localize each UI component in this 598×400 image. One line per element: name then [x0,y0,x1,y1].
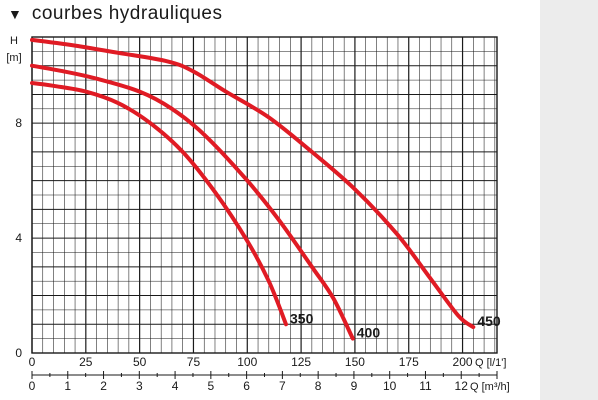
y-axis-title: H [10,35,18,47]
x-tick-label-lmin: 125 [291,355,311,369]
x-tick-label-lmin: 75 [187,355,201,369]
y-tick-label: 4 [15,231,22,245]
x-tick-label-lmin: 175 [399,355,419,369]
curve-label-350: 350 [290,310,314,326]
curve-label-400: 400 [357,325,381,341]
x-tick-label-lmin: 100 [237,355,257,369]
x-tick-label-lmin: 0 [29,355,36,369]
curve-450 [30,37,476,330]
x-tick-label-m3h: 12 [455,379,469,393]
x-tick-label-m3h: 3 [136,379,143,393]
curve-400 [30,63,355,341]
y-axis-unit: [m] [6,52,21,64]
x-tick-label-m3h: 10 [383,379,397,393]
x-axis-title-m3h: Q [m³/h] [470,381,510,393]
x-tick-label-m3h: 7 [279,379,286,393]
x-tick-label-m3h: 9 [351,379,358,393]
chart-title-text: courbes hydrauliques [31,3,223,24]
triangle-down-icon: ▼ [8,6,22,22]
x-tick-label-m3h: 5 [208,379,215,393]
x-tick-label-m3h: 2 [100,379,107,393]
x-tick-label-m3h: 6 [243,379,250,393]
x-tick-label-lmin: 25 [79,355,93,369]
y-tick-label: 0 [15,346,22,360]
x-tick-label-m3h: 0 [29,379,36,393]
curve-label-450: 450 [477,313,501,329]
x-tick-label-m3h: 1 [64,379,71,393]
x-tick-label-m3h: 4 [172,379,179,393]
y-tick-label: 8 [15,116,22,130]
x-tick-label-lmin: 150 [345,355,365,369]
x-axis-title-lmin: Q [l/1'] [475,357,506,369]
page-side-strip [540,0,598,400]
x-tick-label-lmin: 200 [453,355,473,369]
curve-350 [30,81,288,327]
x-tick-label-m3h: 11 [419,379,432,393]
x-tick-label-lmin: 50 [133,355,147,369]
chart-title: ▼ courbes hydrauliques [8,2,222,26]
x-tick-label-m3h: 8 [315,379,322,393]
plot-border [31,36,498,354]
